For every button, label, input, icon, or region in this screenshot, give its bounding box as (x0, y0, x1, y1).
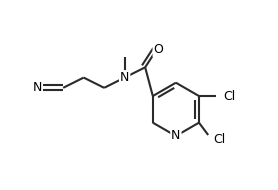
Text: Cl: Cl (213, 133, 225, 146)
Text: Cl: Cl (224, 89, 236, 103)
Text: O: O (153, 43, 163, 56)
Text: N: N (32, 81, 42, 94)
Text: N: N (171, 130, 181, 142)
Text: N: N (120, 71, 129, 84)
